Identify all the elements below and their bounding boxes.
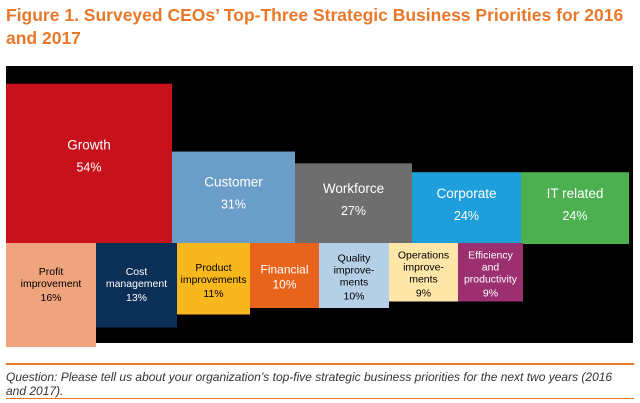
label-efficiency-and-productivity: productivity xyxy=(464,273,518,285)
value-product-improvements: 11% xyxy=(203,288,223,300)
tile-cost-management xyxy=(96,243,177,328)
bar-it-related xyxy=(521,172,629,244)
value-growth: 54% xyxy=(76,160,101,174)
label-efficiency-and-productivity: Efficiency xyxy=(468,249,513,261)
value-profit-improvement: 16% xyxy=(40,292,61,304)
value-customer: 31% xyxy=(221,198,246,212)
primary-categories: Growth 54% Customer 31% Workforce 27% Corporat… xyxy=(6,83,629,244)
value-cost-management: 13% xyxy=(126,292,147,304)
label-workforce: Workforce xyxy=(323,181,384,196)
label-profit-improvement: Profit xyxy=(39,266,64,278)
tile-financial xyxy=(250,243,319,308)
label-efficiency-and-productivity: and xyxy=(482,261,500,273)
tile-efficiency-and-productivity xyxy=(458,243,523,302)
value-it-related: 24% xyxy=(562,209,587,223)
label-growth: Growth xyxy=(67,137,111,152)
label-operations-improve-ments: ments xyxy=(409,273,438,285)
tile-profit-improvement xyxy=(6,243,96,347)
value-corporate: 24% xyxy=(454,209,479,223)
label-cost-management: management xyxy=(106,278,167,290)
label-customer: Customer xyxy=(204,175,263,190)
bar-growth xyxy=(6,83,172,244)
value-workforce: 27% xyxy=(341,204,366,218)
label-quality-improve-ments: ments xyxy=(340,277,369,289)
label-corporate: Corporate xyxy=(436,186,496,201)
label-profit-improvement: improvement xyxy=(21,278,82,290)
tile-product-improvements xyxy=(177,243,250,315)
label-quality-improve-ments: Quality xyxy=(338,253,371,265)
footnote-question: Question: Please tell us about your orga… xyxy=(6,370,613,398)
tile-operations-improve-ments xyxy=(389,243,458,302)
value-quality-improve-ments: 10% xyxy=(343,291,364,303)
label-operations-improve-ments: Operations xyxy=(398,249,449,261)
label-product-improvements: Product xyxy=(195,262,231,274)
chart-title: Figure 1. Surveyed CEOs’ Top-Three Strat… xyxy=(6,5,624,48)
bar-workforce xyxy=(295,163,412,244)
label-quality-improve-ments: improve- xyxy=(334,265,375,277)
value-operations-improve-ments: 9% xyxy=(416,287,431,299)
footnote-rule-top xyxy=(6,363,634,365)
label-it-related: IT related xyxy=(547,186,604,201)
label-cost-management: Cost xyxy=(126,266,148,278)
label-financial: Financial xyxy=(260,263,308,277)
tile-quality-improve-ments xyxy=(319,243,389,308)
value-efficiency-and-productivity: 9% xyxy=(483,287,498,299)
label-product-improvements: improvements xyxy=(181,274,247,286)
bar-corporate xyxy=(412,172,521,244)
value-financial: 10% xyxy=(272,278,296,292)
bar-customer xyxy=(172,151,295,244)
label-operations-improve-ments: improve- xyxy=(403,261,444,273)
footnote-rule-bottom xyxy=(6,398,634,399)
